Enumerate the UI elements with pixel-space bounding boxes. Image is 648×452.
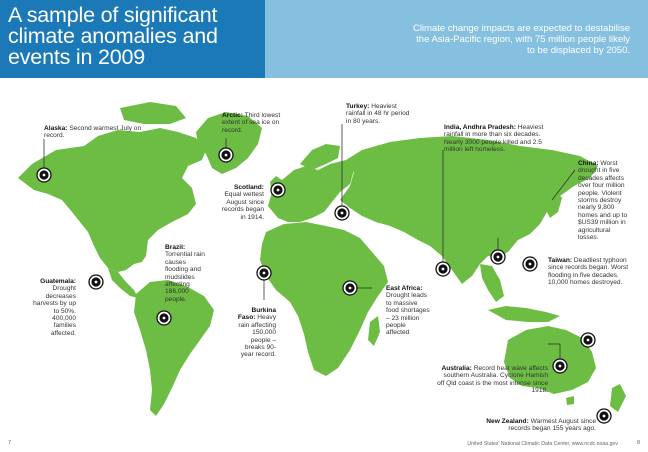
marker-alaska[interactable] — [36, 167, 52, 183]
page-number-left: 7 — [8, 440, 12, 446]
event-place: Burkina Faso: — [237, 307, 276, 322]
south-america-land — [134, 280, 214, 416]
event-place: Alaska: — [44, 125, 68, 132]
event-place: New Zealand: — [486, 418, 529, 425]
marker-newzealand[interactable] — [596, 408, 612, 424]
marker-australia[interactable] — [552, 358, 568, 374]
event-text: Record heat wave affects southern Austra… — [437, 365, 548, 395]
new-zealand-land — [610, 384, 626, 412]
land-masses — [18, 102, 626, 416]
source-credit: United States' National Climatic Data Ce… — [467, 441, 618, 447]
marker-taiwan[interactable] — [522, 256, 538, 272]
marker-eastafrica[interactable] — [342, 280, 358, 296]
event-label-scotland: Scotland: Equal wettest August since rec… — [220, 184, 264, 221]
scandinavia-land — [300, 144, 340, 170]
event-label-australia: Australia: Record heat wave affects sout… — [436, 365, 548, 395]
event-label-china: China: Worst drought in five decades aff… — [578, 160, 630, 241]
australia-land — [504, 326, 596, 394]
leader-lines — [43, 124, 576, 360]
event-place: China: — [578, 160, 599, 167]
event-label-newzealand: New Zealand: Warmest August since record… — [478, 418, 596, 433]
greenland-land — [196, 112, 262, 174]
africa-land — [260, 222, 388, 376]
event-place: Guatemala: — [40, 278, 76, 285]
event-text: Equal wettest August since records began… — [221, 191, 264, 221]
event-label-brazil: Brazil: Torrential rain causes flooding … — [165, 244, 209, 303]
header-title-panel: A sample of significant climate anomalie… — [0, 0, 265, 78]
japan-land — [546, 190, 562, 218]
event-label-guatemala: Guatemala: Drought decreases harvests by… — [28, 278, 76, 337]
event-label-alaska: Alaska: Second warmest July on record. — [44, 125, 154, 140]
page-subtitle: Climate change impacts are expected to d… — [412, 23, 630, 56]
header-banner: A sample of significant climate anomalie… — [0, 0, 648, 78]
event-text: Heavy rain affecting 150,000 people – br… — [238, 314, 276, 359]
event-place: East Africa: — [386, 285, 423, 292]
event-markers — [36, 147, 612, 424]
marker-china[interactable] — [490, 249, 506, 265]
marker-brazil[interactable] — [156, 310, 172, 326]
event-label-eastafrica: East Africa: Drought leads to massive fo… — [386, 285, 430, 337]
event-place: India, Andhra Pradesh: — [444, 124, 516, 131]
madagascar-land — [368, 316, 380, 346]
central-america-land — [108, 268, 138, 298]
event-text: Worst drought in five decades affects ov… — [578, 160, 628, 242]
event-place: Australia: — [441, 365, 472, 372]
marker-guatemala[interactable] — [88, 274, 104, 290]
marker-arctic[interactable] — [218, 147, 234, 163]
event-place: Arctic: — [222, 112, 243, 119]
page-title: A sample of significant climate anomalie… — [8, 3, 218, 69]
event-place: Scotland: — [233, 184, 264, 191]
event-text: Third lowest extent of sea ice on record… — [222, 112, 281, 134]
header-subtitle-panel: Climate change impacts are expected to d… — [265, 0, 648, 78]
event-place: Brazil: — [165, 244, 186, 251]
page-number-right: 8 — [636, 440, 640, 446]
event-place: Taiwan: — [548, 257, 573, 264]
event-place: Turkey: — [346, 103, 370, 110]
marker-turkey[interactable] — [334, 205, 350, 221]
event-text: Heaviest rainfall in more than six decad… — [444, 124, 544, 154]
north-america-land — [18, 128, 206, 272]
europe-land — [268, 160, 354, 222]
marker-scotland[interactable] — [270, 182, 286, 198]
marker-burkina[interactable] — [256, 265, 272, 281]
event-text: Warmest August since records began 155 y… — [508, 418, 596, 433]
indonesia-land — [488, 306, 560, 322]
marker-india[interactable] — [435, 261, 451, 277]
tasmania-land — [566, 396, 574, 405]
event-label-india: India, Andhra Pradesh: Heaviest rainfall… — [444, 124, 556, 154]
event-label-arctic: Arctic: Third lowest extent of sea ice o… — [222, 112, 288, 134]
southeast-asia-land — [480, 264, 504, 302]
event-text: Second warmest July on record. — [44, 125, 142, 140]
world-map — [18, 102, 626, 424]
asia-land — [340, 136, 598, 284]
canadian-islands-land — [120, 102, 186, 124]
event-text: Heaviest rainfall in 48 hr period in 80 … — [346, 103, 410, 125]
event-label-taiwan: Taiwan: Deadliest typhoon since records … — [548, 257, 630, 287]
event-label-burkina: Burkina Faso: Heavy rain affecting 150,0… — [236, 307, 276, 359]
event-text: Drought decreases harvests by up to 50%.… — [33, 285, 76, 337]
event-text: Drought leads to massive food shortages … — [386, 292, 430, 337]
marker-australia-2[interactable] — [580, 332, 596, 348]
event-text: Torrential rain causes flooding and muds… — [165, 251, 205, 303]
event-text: Deadliest typhoon since records began. W… — [548, 257, 629, 287]
event-label-turkey: Turkey: Heaviest rainfall in 48 hr perio… — [346, 103, 414, 125]
